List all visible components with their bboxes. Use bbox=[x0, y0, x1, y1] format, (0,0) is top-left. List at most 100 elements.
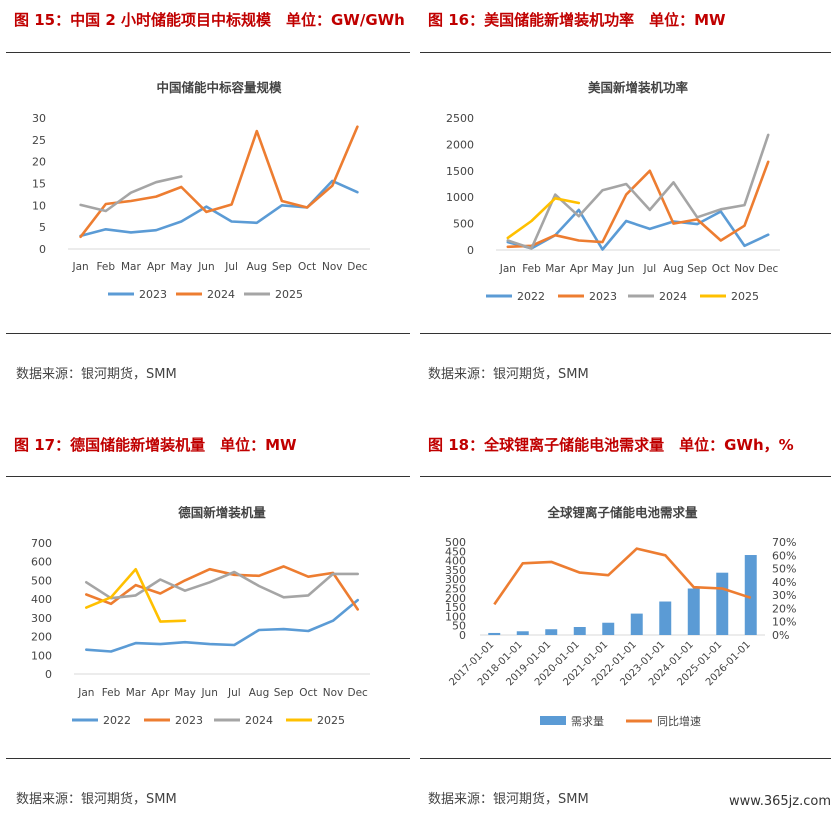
y-tick-label: 0 bbox=[459, 629, 466, 642]
x-tick-label: Jan bbox=[77, 687, 94, 699]
x-tick-label: Aug bbox=[246, 261, 267, 273]
y-tick-label: 30 bbox=[32, 112, 46, 125]
legend-label-2025: 2025 bbox=[731, 290, 759, 303]
y-tick-label: 250 bbox=[445, 583, 466, 596]
panel-fig16: 图 16：美国储能新增装机功率 单位：MW 美国新增装机功率 0 500 1000 15… bbox=[420, 0, 831, 400]
y-tick-label: 500 bbox=[453, 218, 474, 231]
x-tick-label: Mar bbox=[126, 687, 146, 699]
x-tick-label: Oct bbox=[299, 687, 317, 699]
figure-heading: 图 18：全球锂离子储能电池需求量 单位：GWh，% bbox=[428, 436, 794, 454]
top-rule bbox=[420, 476, 831, 477]
series-line-2023 bbox=[506, 160, 770, 249]
source-note: 数据来源：银河期货，SMM bbox=[16, 792, 177, 807]
y-tick-label: 450 bbox=[445, 545, 466, 558]
y-tick-label: 600 bbox=[31, 556, 52, 569]
y-tick-label: 500 bbox=[445, 536, 466, 549]
bar-需求量 bbox=[744, 555, 757, 635]
x-tick-label: Jan bbox=[499, 263, 516, 275]
x-tick-label: Sep bbox=[274, 687, 294, 699]
series-line-2025 bbox=[85, 567, 187, 623]
y-tick-label: 500 bbox=[31, 574, 52, 587]
y-tick-label: 1500 bbox=[446, 165, 474, 178]
chart-title: 全球锂离子储能电池需求量 bbox=[546, 505, 698, 520]
y-tick-label: 100 bbox=[445, 610, 466, 623]
figure-heading: 图 16：美国储能新增装机功率 单位：MW bbox=[428, 11, 726, 29]
legend-label-2024: 2024 bbox=[659, 290, 687, 303]
y-tick-label: 100 bbox=[31, 649, 52, 662]
y-tick-label: 150 bbox=[445, 601, 466, 614]
y2-tick-label: 0% bbox=[772, 629, 789, 642]
figure-heading: 图 15：中国 2 小时储能项目中标规模 单位：GW/GWh bbox=[14, 11, 405, 29]
top-rule bbox=[6, 476, 410, 477]
series-line-2024 bbox=[79, 125, 359, 239]
bar-需求量 bbox=[488, 632, 501, 635]
x-tick-label: May bbox=[174, 687, 196, 699]
legend-label-2023: 2023 bbox=[139, 288, 167, 301]
series-line-2024 bbox=[506, 133, 770, 250]
y2-tick-label: 50% bbox=[772, 563, 796, 576]
bar-需求量 bbox=[545, 629, 558, 635]
x-tick-label: Nov bbox=[322, 261, 343, 273]
site-watermark: www.365jz.com bbox=[729, 794, 831, 809]
bottom-rule bbox=[6, 333, 410, 334]
bar-需求量 bbox=[659, 601, 672, 635]
y-tick-label: 0 bbox=[39, 243, 46, 256]
y2-tick-label: 40% bbox=[772, 576, 796, 589]
x-tick-label: Jun bbox=[200, 687, 217, 699]
x-tick-label: Feb bbox=[522, 263, 541, 275]
legend-label-2023: 2023 bbox=[175, 714, 203, 727]
panel-fig17: 图 17：德国储能新增装机量 单位：MW 德国新增装机量 0 100 200 300 40… bbox=[6, 425, 410, 815]
x-tick-label: Jul bbox=[642, 263, 656, 275]
x-tick-label: Jun bbox=[617, 263, 634, 275]
chart-fig16: 美国新增装机功率 0 500 1000 1500 2000 2500 Jan Feb Mar Apr… bbox=[446, 80, 780, 303]
x-tick-label: Jun bbox=[197, 261, 214, 273]
legend-label-2024: 2024 bbox=[207, 288, 235, 301]
bar-需求量 bbox=[602, 622, 615, 635]
bar-需求量 bbox=[716, 572, 729, 635]
y-tick-label: 2000 bbox=[446, 138, 474, 151]
y-tick-label: 50 bbox=[452, 620, 466, 633]
x-tick-label: Oct bbox=[712, 263, 730, 275]
x-tick-label: Feb bbox=[102, 687, 121, 699]
top-rule bbox=[6, 52, 410, 53]
y2-tick-label: 30% bbox=[772, 589, 796, 602]
legend-label-2023: 2023 bbox=[589, 290, 617, 303]
bar-需求量 bbox=[687, 588, 700, 635]
x-tick-label: Mar bbox=[545, 263, 565, 275]
x-tick-label: May bbox=[592, 263, 614, 275]
x-tick-label: Dec bbox=[347, 261, 368, 273]
x-tick-label: Sep bbox=[272, 261, 292, 273]
legend-label-同比增速: 同比增速 bbox=[657, 714, 701, 728]
y-tick-label: 400 bbox=[445, 555, 466, 568]
y-tick-label: 25 bbox=[32, 134, 46, 147]
y-tick-label: 0 bbox=[467, 244, 474, 257]
y-tick-label: 700 bbox=[31, 537, 52, 550]
y-tick-label: 300 bbox=[31, 612, 52, 625]
bar-需求量 bbox=[573, 627, 586, 635]
legend-label-2022: 2022 bbox=[517, 290, 545, 303]
chart-fig17: 德国新增装机量 0 100 200 300 400 500 600 700 Jan Feb Mar Ap… bbox=[31, 505, 370, 727]
source-note: 数据来源：银河期货，SMM bbox=[428, 792, 589, 807]
y-tick-label: 300 bbox=[445, 573, 466, 586]
figure-heading: 图 17：德国储能新增装机量 单位：MW bbox=[14, 436, 297, 454]
x-tick-label: Dec bbox=[758, 263, 779, 275]
panel-fig18: 图 18：全球锂离子储能电池需求量 单位：GWh，% 全球锂离子储能电池需求量 0… bbox=[420, 425, 831, 815]
legend-label-2024: 2024 bbox=[245, 714, 273, 727]
x-tick-label: Jul bbox=[224, 261, 238, 273]
x-tick-label: Dec bbox=[348, 687, 369, 699]
legend-label-2025: 2025 bbox=[275, 288, 303, 301]
series-line-2025 bbox=[79, 175, 183, 213]
x-tick-label: Sep bbox=[687, 263, 707, 275]
x-tick-label: Jul bbox=[227, 687, 241, 699]
panel-fig15: 图 15：中国 2 小时储能项目中标规模 单位：GW/GWh 中国储能中标容量规… bbox=[6, 0, 410, 400]
x-tick-label: Nov bbox=[734, 263, 755, 275]
bar-需求量 bbox=[630, 613, 643, 635]
source-note: 数据来源：银河期货，SMM bbox=[16, 367, 177, 382]
y2-tick-label: 10% bbox=[772, 616, 796, 629]
x-tick-label: Aug bbox=[663, 263, 684, 275]
legend-label-2022: 2022 bbox=[103, 714, 131, 727]
x-tick-label: Jan bbox=[71, 261, 88, 273]
y-tick-label: 200 bbox=[445, 592, 466, 605]
bottom-rule bbox=[420, 333, 831, 334]
